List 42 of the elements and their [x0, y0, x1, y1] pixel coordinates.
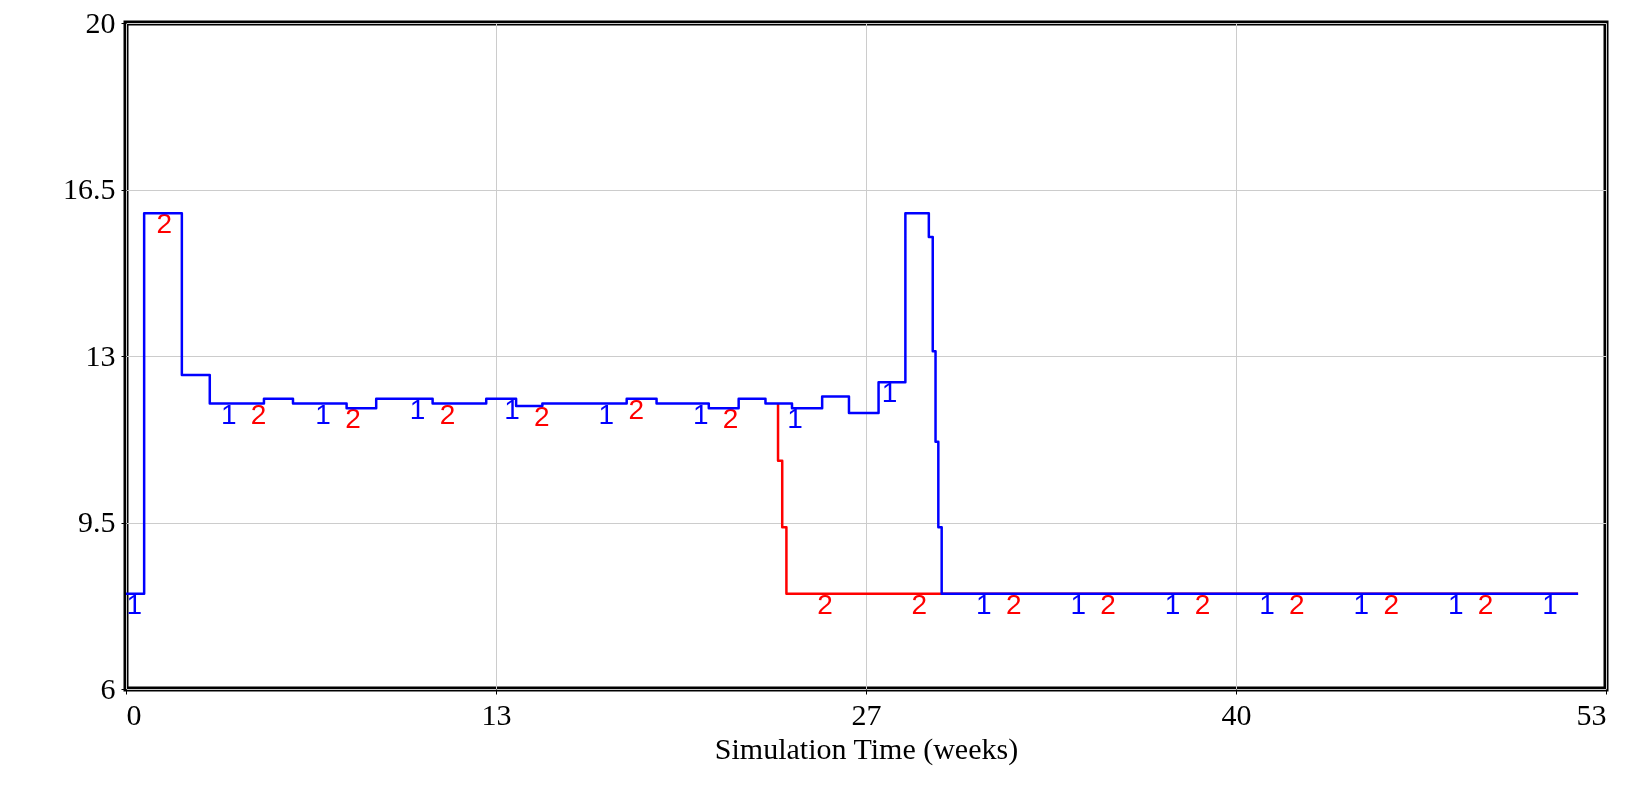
y-tick-label: 13: [85, 338, 116, 372]
text: 1: [126, 588, 143, 620]
y-tick-label: 20: [85, 5, 116, 39]
x-tick-label: 40: [1221, 697, 1252, 731]
text: 1: [1353, 588, 1370, 620]
text: 1: [1070, 588, 1087, 620]
text: 2: [1383, 588, 1400, 620]
x-tick-label: 13: [481, 697, 512, 731]
series-label: 1: [787, 403, 803, 435]
text: 2: [1100, 588, 1116, 620]
text: 2: [534, 400, 550, 432]
y-tick-label: 16.5: [63, 172, 116, 205]
text: 2: [250, 398, 267, 430]
text: 2: [345, 403, 361, 435]
text: 1: [409, 393, 426, 425]
text: 1: [881, 377, 898, 409]
text: 1: [1259, 588, 1275, 620]
text: 1: [220, 398, 237, 430]
text: 1: [692, 398, 709, 430]
text: 1: [1447, 588, 1464, 620]
text: 1: [976, 588, 992, 620]
text: 2: [1005, 588, 1022, 620]
text: 1: [1164, 588, 1181, 620]
text: 2: [628, 393, 644, 425]
x-axis-title: Simulation Time (weeks): [714, 731, 1019, 766]
x-tick-label: 27: [851, 697, 882, 731]
text: 2: [1289, 588, 1305, 620]
text: 2: [1194, 588, 1211, 620]
x-tick-label: 53: [1576, 697, 1607, 731]
text: 2: [156, 208, 173, 240]
y-tick-label: 6: [100, 671, 116, 705]
text: 1: [1542, 588, 1558, 620]
text: 2: [1477, 588, 1494, 620]
text: 1: [315, 398, 331, 430]
text: 2: [439, 398, 456, 430]
text: 1: [504, 393, 520, 425]
series-label: 2: [817, 588, 833, 620]
x-tick-label: 0: [126, 697, 142, 731]
text: 2: [911, 588, 928, 620]
text: 1: [598, 398, 615, 430]
text: 2: [722, 403, 739, 435]
y-tick-label: 9.5: [78, 505, 116, 538]
